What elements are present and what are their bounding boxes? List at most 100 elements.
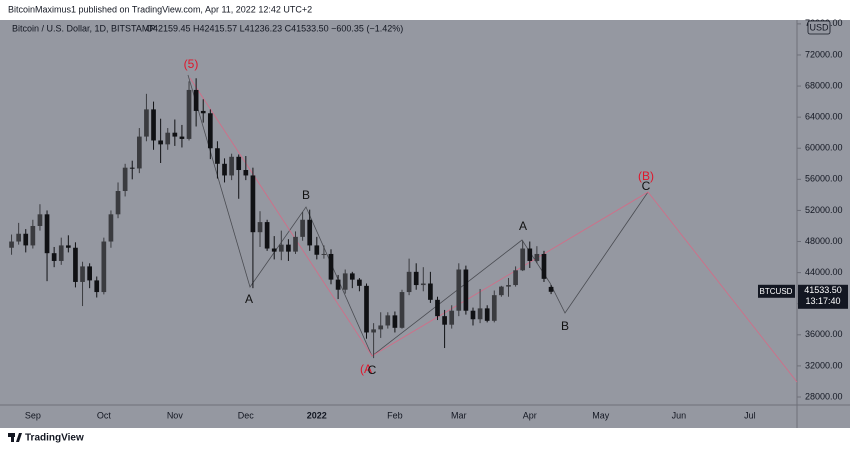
- y-tick-label: 60000.00: [805, 143, 843, 153]
- candle-body: [37, 214, 43, 226]
- candle-body: [16, 233, 21, 242]
- y-tick-label: 36000.00: [805, 329, 843, 339]
- publisher: BitcoinMaximus1 published on TradingView…: [8, 4, 312, 14]
- candle-body: [477, 308, 483, 320]
- gray-wave-line: [187, 74, 649, 357]
- last-price-label: 41533.50: [804, 285, 842, 295]
- candle-body: [449, 310, 455, 325]
- candle-body: [264, 222, 270, 249]
- candle-body: [278, 244, 284, 252]
- candle-body: [172, 132, 178, 137]
- candle-body: [122, 167, 128, 191]
- candle-body: [271, 248, 277, 252]
- wave-label: A: [519, 219, 527, 233]
- currency-box: [807, 20, 831, 35]
- candle-body: [94, 280, 100, 293]
- candle-body: [129, 167, 135, 169]
- candle-body: [499, 286, 504, 296]
- x-tick-label: Apr: [523, 410, 537, 420]
- candle-body: [335, 279, 341, 290]
- candle-body: [215, 148, 220, 164]
- wave-label: B: [561, 319, 569, 333]
- candle-body: [520, 248, 526, 271]
- candle-body: [428, 283, 433, 300]
- candle-body: [179, 136, 185, 139]
- candle-body: [165, 132, 171, 145]
- candle-body: [87, 266, 92, 281]
- candle-body: [442, 316, 447, 325]
- candle-body: [65, 245, 71, 248]
- x-tick-label: Oct: [97, 410, 112, 420]
- y-tick-label: 56000.00: [805, 174, 843, 184]
- candle-body: [193, 89, 199, 111]
- y-tick-label: 28000.00: [805, 391, 843, 401]
- last-price-box: [798, 284, 848, 309]
- candle-body: [80, 266, 85, 282]
- candle-body: [58, 245, 64, 261]
- candle-body: [229, 156, 234, 176]
- candle-body: [151, 109, 156, 141]
- candle-body: [399, 292, 405, 328]
- candle-body: [491, 295, 497, 321]
- candle-body: [413, 271, 419, 286]
- candle-body: [51, 253, 57, 261]
- x-tick-label: Nov: [167, 410, 184, 420]
- candle-body: [293, 236, 298, 252]
- candle-body: [101, 241, 107, 293]
- candle-body: [548, 286, 554, 292]
- candle-body: [484, 308, 490, 321]
- candle-body: [144, 109, 149, 137]
- candle-body: [307, 219, 313, 246]
- wave-label: B: [302, 188, 310, 202]
- candle-body: [534, 253, 540, 261]
- candle-body: [158, 140, 163, 145]
- candle-body: [349, 273, 355, 280]
- candle-body: [243, 170, 249, 176]
- candle-body: [371, 329, 376, 333]
- candle-body: [420, 283, 426, 286]
- candle-body: [385, 315, 391, 326]
- candle-body: [286, 244, 291, 252]
- footer-bar: [0, 428, 850, 450]
- wave-label: (A: [360, 362, 372, 376]
- countdown: 13:17:40: [805, 296, 840, 306]
- candle-body: [257, 222, 263, 233]
- wave-label: C: [368, 363, 377, 377]
- x-tick-label: Mar: [451, 410, 467, 420]
- candle-body: [108, 214, 114, 242]
- candle-body: [136, 136, 142, 169]
- candle-body: [73, 247, 78, 282]
- ohlc-legend: O42159.45 H42415.57 L41236.23 C41533.50 …: [146, 23, 403, 33]
- candle-body: [300, 219, 305, 237]
- wave-lines: [187, 74, 798, 383]
- wave-label: C: [642, 179, 651, 193]
- chart-background: [0, 20, 850, 428]
- candle-body: [30, 225, 36, 246]
- currency: USD: [809, 22, 829, 32]
- x-tick-label: May: [592, 410, 610, 420]
- chart-title: Bitcoin / U.S. Dollar, 1D, BITSTAMP: [12, 23, 155, 33]
- y-tick-label: 32000.00: [805, 360, 843, 370]
- candle-body: [236, 156, 242, 171]
- candle-body: [364, 285, 369, 333]
- candle-body: [392, 315, 398, 328]
- axes: 28000.0032000.0036000.0040000.0044000.00…: [25, 18, 848, 420]
- y-tick-label: 64000.00: [805, 112, 843, 122]
- wave-label: (5): [184, 57, 199, 71]
- x-tick-label: Jun: [672, 410, 687, 420]
- candle-body: [513, 270, 518, 286]
- candle-body: [527, 248, 533, 261]
- candle-body: [222, 163, 227, 176]
- symbol-label: BTCUSD: [760, 287, 793, 296]
- y-tick-label: 44000.00: [805, 267, 843, 277]
- x-tick-label: 2022: [307, 410, 327, 420]
- symbol-box: [758, 284, 795, 298]
- candles: [9, 78, 554, 359]
- brand: TradingView: [25, 433, 84, 444]
- candle-body: [463, 269, 469, 311]
- candle-body: [115, 190, 121, 215]
- candle-body: [435, 299, 440, 317]
- candle-body: [250, 175, 256, 233]
